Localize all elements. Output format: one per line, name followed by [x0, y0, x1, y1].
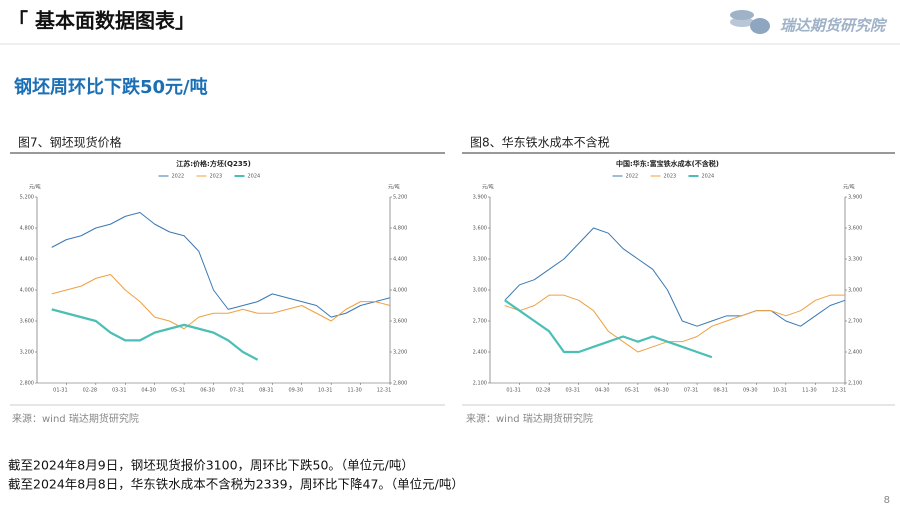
series-line [504, 294, 845, 353]
legend-label: 2023 [664, 174, 677, 180]
y2-tick-label: 3,200 [393, 350, 407, 356]
subtitle: 钢坯周环比下跌50元/吨 [14, 76, 208, 98]
y-tick-label: 3,000 [473, 288, 487, 294]
y-tick-label: 2,700 [473, 319, 487, 325]
y2-tick-label: 3,900 [848, 195, 862, 201]
x-tick-label: 07-31 [230, 388, 245, 394]
x-tick-label: 12-31 [832, 388, 847, 394]
y-tick-label: 3,900 [473, 195, 487, 201]
y-tick-label: 3,300 [473, 257, 487, 263]
x-tick-label: 06-30 [654, 388, 669, 394]
logo-text: 瑞达期货研究院 [780, 17, 888, 35]
y-tick-label: 4,800 [20, 226, 34, 232]
legend-label: 2024 [702, 174, 715, 180]
page-number: 8 [884, 495, 890, 506]
y-unit: 元/吨 [482, 184, 494, 191]
header-title: 「 基本面数据图表」 [8, 9, 195, 33]
x-tick-label: 01-31 [506, 388, 521, 394]
x-tick-label: 08-31 [259, 388, 274, 394]
y-tick-label: 3,600 [473, 226, 487, 232]
x-tick-label: 03-31 [112, 388, 127, 394]
y2-unit: 元/吨 [388, 184, 400, 191]
note: 截至2024年8月8日，华东铁水成本不含税为2339，周环比下降47。（单位元/… [8, 477, 464, 492]
chart-title: 中国:华东:富宝铁水成本(不含税) [616, 159, 719, 168]
y2-tick-label: 4,000 [393, 288, 407, 294]
y2-tick-label: 2,400 [848, 350, 862, 356]
x-tick-label: 05-31 [171, 388, 186, 394]
x-tick-label: 09-30 [288, 388, 303, 394]
x-tick-label: 12-31 [377, 388, 392, 394]
y2-tick-label: 3,300 [848, 257, 862, 263]
y-tick-label: 4,000 [20, 288, 34, 294]
y2-tick-label: 4,400 [393, 257, 407, 263]
panel-source: 来源：wind 瑞达期货研究院 [466, 412, 593, 425]
y-tick-label: 4,400 [20, 257, 34, 263]
y2-tick-label: 2,100 [848, 381, 862, 387]
x-tick-label: 01-31 [53, 388, 68, 394]
y2-tick-label: 2,800 [393, 381, 407, 387]
x-tick-label: 11-30 [802, 388, 817, 394]
y2-tick-label: 3,600 [393, 319, 407, 325]
y2-tick-label: 3,000 [848, 288, 862, 294]
series-line [51, 212, 391, 318]
series-line [504, 299, 713, 359]
x-tick-label: 02-28 [83, 388, 98, 394]
x-tick-label: 05-31 [625, 388, 640, 394]
y-tick-label: 2,800 [20, 381, 34, 387]
panel-caption: 图7、钢坯现货价格 [18, 135, 122, 150]
y-tick-label: 5,200 [20, 195, 34, 201]
x-tick-label: 06-30 [200, 388, 215, 394]
legend-label: 2022 [172, 174, 185, 180]
series-line [51, 274, 391, 330]
x-tick-label: 02-28 [536, 388, 551, 394]
series-line [504, 227, 846, 327]
note: 截至2024年8月9日，钢坯现货报价3100，周环比下跌50。（单位元/吨） [8, 458, 414, 473]
y-unit: 元/吨 [29, 184, 41, 191]
y2-tick-label: 2,700 [848, 319, 862, 325]
y-tick-label: 3,200 [20, 350, 34, 356]
x-tick-label: 09-30 [743, 388, 758, 394]
legend-label: 2022 [626, 174, 639, 180]
y-tick-label: 3,600 [20, 319, 34, 325]
x-tick-label: 08-31 [713, 388, 728, 394]
x-tick-label: 11-30 [347, 388, 362, 394]
x-tick-label: 07-31 [684, 388, 699, 394]
y2-tick-label: 5,200 [393, 195, 407, 201]
x-tick-label: 10-31 [318, 388, 333, 394]
x-tick-label: 10-31 [773, 388, 788, 394]
x-tick-label: 04-30 [595, 388, 610, 394]
y-tick-label: 2,400 [473, 350, 487, 356]
y2-tick-label: 3,600 [848, 226, 862, 232]
legend-label: 2023 [210, 174, 223, 180]
y2-tick-label: 4,800 [393, 226, 407, 232]
panel-caption: 图8、华东铁水成本不含税 [470, 135, 610, 150]
y-tick-label: 2,100 [473, 381, 487, 387]
x-tick-label: 03-31 [565, 388, 580, 394]
panel-source: 来源：wind 瑞达期货研究院 [12, 412, 139, 425]
series-line [51, 308, 259, 361]
logo-icon [730, 10, 770, 34]
x-tick-label: 04-30 [141, 388, 156, 394]
chart-title: 江苏:价格:方坯(Q235) [176, 159, 251, 168]
y2-unit: 元/吨 [843, 184, 855, 191]
legend-label: 2024 [248, 174, 261, 180]
